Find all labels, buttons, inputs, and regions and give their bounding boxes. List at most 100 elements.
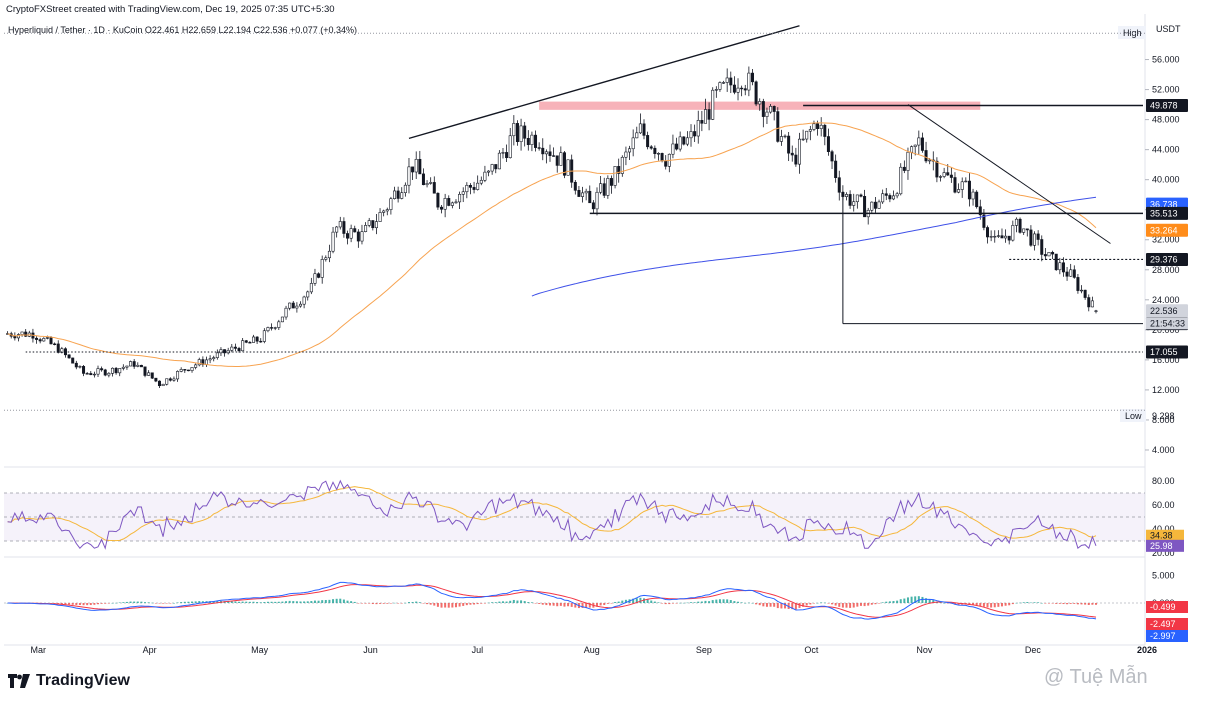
price-tag-bg [1146,304,1188,318]
candle-body [92,373,96,376]
candle-body [537,147,541,149]
candle-body [396,190,400,199]
time-label-Oct: Oct [804,645,819,655]
macd-histogram-bar [798,603,801,608]
candle-body [125,365,129,368]
macd-histogram-bar [574,603,577,608]
candle-body [700,120,704,124]
candle-body [157,380,161,387]
candle-body [993,235,997,238]
macd-histogram-bar [653,601,656,603]
macd-histogram-bar [274,601,277,603]
low-value: 9.298 [1152,411,1175,421]
macd-histogram-bar [187,601,190,603]
macd-histogram-bar [599,603,602,606]
candle-body [1054,253,1058,271]
candle-body [541,147,545,155]
macd-histogram-bar [812,603,815,604]
macd-histogram-bar [556,603,559,607]
price-tick-label: 40.000 [1152,175,1180,185]
candle-body [237,348,241,352]
candle-body [190,367,194,371]
candle-body [794,154,798,165]
candle-body [136,364,140,367]
chart-legend: Hyperliquid / Tether · 1D · KuCoin O22.4… [8,25,357,35]
macd-histogram-bar [791,603,794,610]
candle-body [750,72,754,83]
price-tag-17.055: 17.055 [1150,347,1178,357]
candle-body [790,152,794,156]
candle-body [1051,252,1055,255]
candle-body [892,195,896,200]
candle-body [957,189,961,193]
high-label-bg [1118,26,1146,39]
macd-histogram-bar [295,601,298,603]
candle-body [620,156,624,174]
candle-body [942,172,946,177]
macd-histogram-bar [693,602,696,603]
candle-body [186,369,190,372]
candle-body [599,183,603,193]
macd-histogram-bar [530,602,533,603]
candle-body [465,184,469,193]
candle-body [671,143,675,155]
macd-histogram-bar [292,601,295,603]
candle-body [1011,225,1015,241]
candle-body [349,228,353,239]
macd-histogram-bar [324,599,327,603]
candle-body [212,357,216,360]
macd-histogram-bar [494,602,497,603]
candle-body [693,131,697,137]
candle-body [577,189,581,197]
macd-histogram-bar [878,603,881,604]
candle-body [280,316,284,323]
macd-histogram-bar [762,603,765,607]
macd-histogram-bar [632,598,635,603]
candle-body [939,176,943,178]
candle-body [45,337,49,339]
candle-body [313,273,317,284]
macd-histogram-bar [418,602,421,603]
low-label: Low [1125,411,1142,421]
macd-histogram-bar [823,602,826,604]
candle-body [197,359,201,366]
candle-body [1090,300,1094,308]
time-label-Mar: Mar [31,645,47,655]
price-tag-22.536: 22.536 [1150,306,1178,316]
macd-histogram-bar [285,601,288,603]
candle-body [67,354,71,359]
macd-histogram-bar [1062,603,1065,605]
candle-body [320,259,324,278]
candle-body [241,340,245,352]
macd-histogram-bar [903,598,906,603]
macd-histogram-bar [1040,602,1043,604]
candle-body [508,135,512,159]
macd-histogram-bar [925,598,928,603]
macd-histogram-bar [726,599,729,603]
macd-histogram-bar [874,603,877,605]
candle-body [277,321,281,328]
macd-histogram-bar [86,603,89,606]
candle-body [100,368,104,371]
ma-slow-line [531,196,1097,297]
macd-histogram-bar [892,600,895,603]
macd-histogram-bar [407,602,410,603]
candle-body [1029,229,1033,246]
price-tag-bg [1146,252,1188,266]
macd-histogram-bar [585,603,588,608]
macd-histogram-bar [1069,603,1072,604]
price-tag-bg [1146,99,1188,113]
candle-body [1000,235,1004,239]
candle-body [317,273,321,278]
macd-histogram-bar [1000,603,1003,607]
price-tick-label: 48.000 [1152,115,1180,125]
candle-body [327,250,331,259]
macd-histogram-bar [863,603,866,607]
macd-histogram-bar [375,603,378,605]
macd-histogram-bar [527,602,530,603]
macd-histogram-bar [885,601,888,603]
candle-body [548,151,552,156]
time-label-Jun: Jun [363,645,378,655]
candle-body [53,343,57,345]
